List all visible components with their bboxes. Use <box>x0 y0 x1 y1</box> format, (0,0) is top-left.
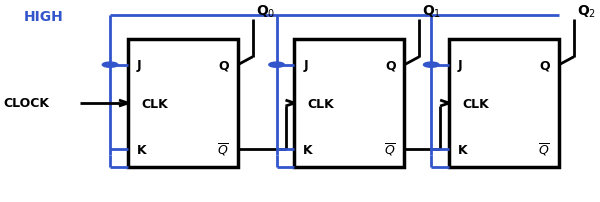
Text: J: J <box>458 59 463 72</box>
Text: K: K <box>137 143 146 156</box>
Text: J: J <box>137 59 142 72</box>
Text: Q$_2$: Q$_2$ <box>577 4 596 20</box>
Circle shape <box>269 63 284 68</box>
Text: CLK: CLK <box>462 97 489 110</box>
Text: HIGH: HIGH <box>24 10 64 24</box>
Text: Q$_0$: Q$_0$ <box>256 4 275 20</box>
Text: Q: Q <box>385 59 395 72</box>
Text: $\overline{Q}$: $\overline{Q}$ <box>217 141 229 158</box>
Text: K: K <box>304 143 313 156</box>
Text: Q: Q <box>539 59 550 72</box>
Bar <box>449 40 559 167</box>
Text: $\overline{Q}$: $\overline{Q}$ <box>384 141 395 158</box>
Text: J: J <box>304 59 308 72</box>
Text: $\overline{Q}$: $\overline{Q}$ <box>538 141 550 158</box>
Text: Q: Q <box>218 59 229 72</box>
Text: CLOCK: CLOCK <box>3 96 49 109</box>
Circle shape <box>103 63 118 68</box>
Bar <box>128 40 238 167</box>
Text: CLK: CLK <box>308 97 334 110</box>
Circle shape <box>424 63 439 68</box>
Text: Q$_1$: Q$_1$ <box>422 4 442 20</box>
Text: K: K <box>458 143 467 156</box>
Text: CLK: CLK <box>141 97 168 110</box>
Bar <box>295 40 404 167</box>
